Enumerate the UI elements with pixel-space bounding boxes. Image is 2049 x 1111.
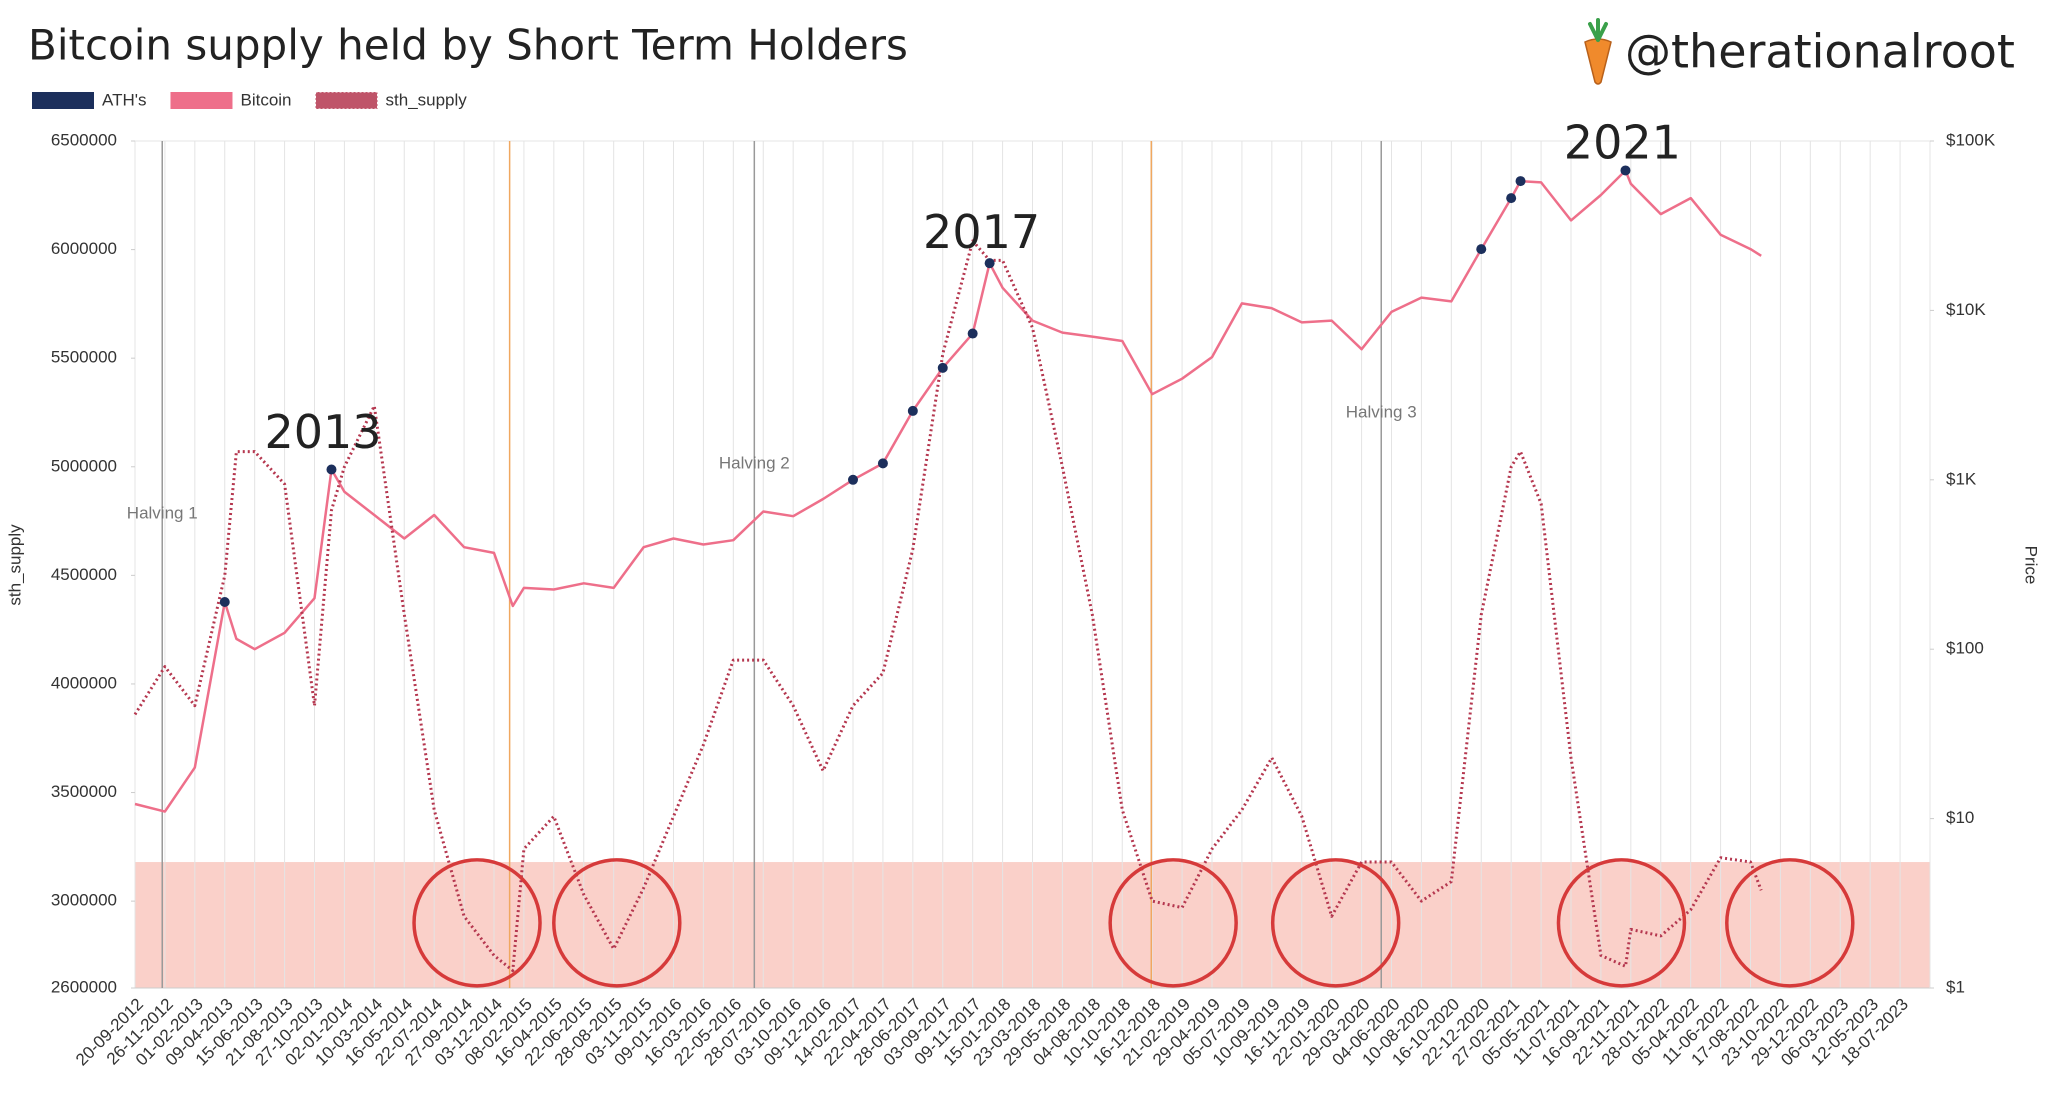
ath-marker [937, 362, 948, 373]
y2-tick-label: $1 [1946, 977, 1965, 996]
annotation: 2021 [1564, 116, 1681, 170]
y2-tick-label: $100K [1946, 130, 1996, 149]
y-tick-label: 3000000 [51, 891, 117, 910]
legend-label: ATH's [102, 90, 146, 109]
ath-marker [877, 458, 888, 469]
highlight-circle [412, 858, 542, 988]
ath-marker [1506, 193, 1517, 204]
legend-label: Bitcoin [240, 90, 291, 109]
legend-label: sth_supply [386, 90, 468, 109]
ath-marker [1515, 176, 1526, 187]
y2-tick-label: $10K [1946, 300, 1986, 319]
legend-swatch [170, 92, 233, 109]
annotation: 2017 [923, 205, 1040, 259]
event-label: Halving 1 [127, 503, 198, 522]
highlight-circle [1556, 858, 1687, 988]
ath-marker [326, 464, 337, 475]
y-axis-title: sth_supply [5, 524, 24, 606]
y-tick-label: 6500000 [51, 130, 117, 149]
series-line [134, 169, 1762, 813]
y-tick-label: 5000000 [51, 456, 117, 475]
highlight-circle [552, 858, 682, 988]
event-label: Halving 3 [1346, 403, 1417, 422]
series-line [133, 239, 1763, 973]
y2-tick-label: $10 [1946, 808, 1974, 827]
brand: @therationalroot [1625, 25, 2015, 79]
ath-marker [907, 405, 918, 416]
y2-tick-label: $1K [1946, 469, 1977, 488]
y-tick-label: 5500000 [51, 348, 117, 367]
legend-swatch [315, 91, 379, 110]
ath-marker [1620, 165, 1631, 176]
ath-marker [219, 596, 230, 607]
legend-swatch [32, 92, 94, 109]
ath-marker [984, 258, 995, 269]
brand-icon [1584, 18, 1612, 85]
y-tick-label: 4500000 [51, 565, 117, 584]
y2-axis-title: Price [2022, 546, 2041, 585]
y-tick-label: 6000000 [51, 239, 117, 258]
chart-title: Bitcoin supply held by Short Term Holder… [28, 21, 908, 70]
y2-tick-label: $100 [1946, 639, 1984, 658]
ath-marker [1476, 244, 1487, 255]
annotation: 2013 [264, 405, 381, 459]
ath-marker [848, 474, 858, 485]
y-tick-label: 3500000 [51, 782, 117, 801]
y-tick-label: 2600000 [51, 977, 117, 996]
ath-marker [967, 328, 978, 339]
highlight-circle [1270, 858, 1401, 988]
y-tick-label: 4000000 [51, 673, 117, 692]
event-label: Halving 2 [719, 454, 790, 473]
highlight-circle [1108, 858, 1238, 988]
highlight-circle [1725, 858, 1855, 988]
